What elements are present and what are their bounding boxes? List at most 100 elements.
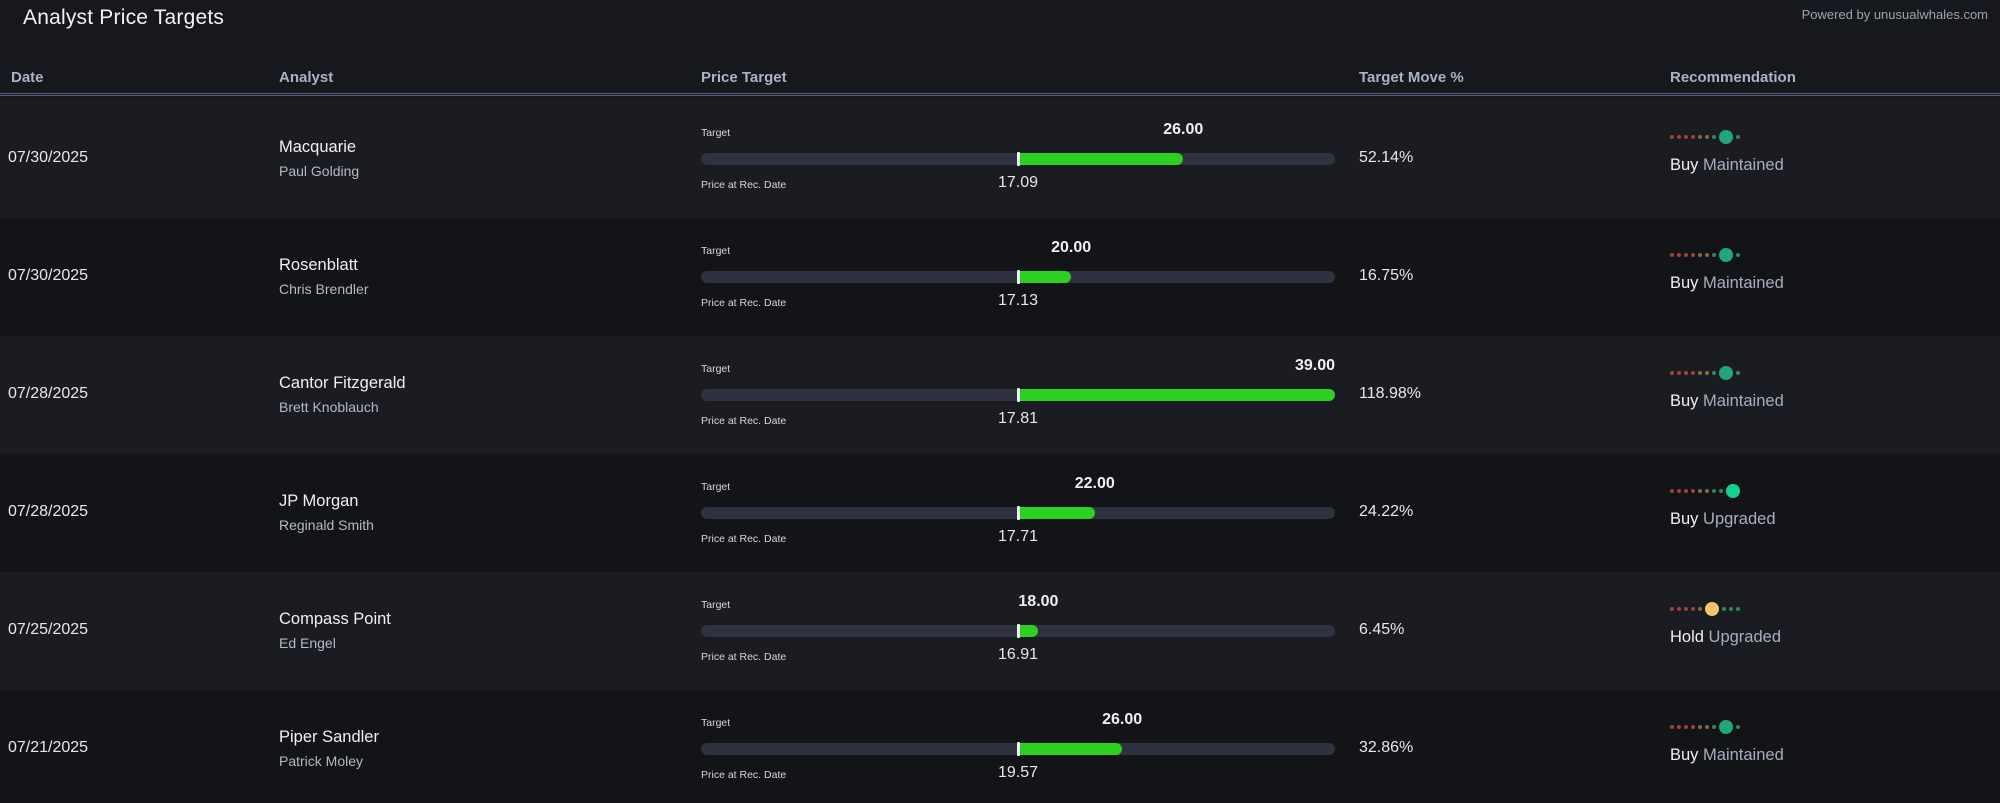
table-row[interactable]: 07/21/2025 Piper Sandler Patrick Moley T… bbox=[0, 690, 2000, 803]
rating-action: Maintained bbox=[1703, 392, 1784, 410]
rating-scale bbox=[1670, 365, 1743, 381]
price-at-rec-value: 17.81 bbox=[997, 410, 1039, 427]
recommendation-text: Buy Maintained bbox=[1670, 274, 1784, 293]
date-cell: 07/30/2025 bbox=[8, 149, 89, 166]
rating-scale-dot bbox=[1698, 135, 1702, 139]
rating-scale-dot bbox=[1691, 607, 1695, 611]
target-value: 26.00 bbox=[1163, 121, 1204, 138]
firm-name: JP Morgan bbox=[279, 492, 359, 510]
price-target-bar: Target 26.00 Price at Rec. Date 19.57 bbox=[701, 690, 1335, 803]
date-cell: 07/21/2025 bbox=[8, 739, 89, 756]
rating-scale-dot bbox=[1712, 725, 1716, 729]
column-header-recommendation[interactable]: Recommendation bbox=[1670, 69, 1796, 86]
rating-indicator-dot bbox=[1719, 720, 1733, 734]
rating-scale-dot bbox=[1677, 489, 1681, 493]
rating-scale-dot bbox=[1677, 607, 1681, 611]
rating-scale-dot bbox=[1677, 371, 1681, 375]
table-header: Date Analyst Price Target Target Move % … bbox=[0, 60, 2000, 96]
analyst-name: Patrick Moley bbox=[279, 753, 364, 769]
rating-scale bbox=[1670, 129, 1743, 145]
target-move-cell: 16.75% bbox=[1359, 267, 1414, 284]
rating-action: Maintained bbox=[1703, 274, 1784, 292]
rating-scale-dot bbox=[1670, 135, 1674, 139]
price-at-rec-label: Price at Rec. Date bbox=[701, 415, 787, 427]
table-row[interactable]: 07/25/2025 Compass Point Ed Engel Target… bbox=[0, 572, 2000, 690]
price-at-rec-label: Price at Rec. Date bbox=[701, 533, 787, 545]
table-row[interactable]: 07/30/2025 Macquarie Paul Golding Target… bbox=[0, 100, 2000, 218]
page-title: Analyst Price Targets bbox=[23, 6, 225, 29]
target-fill bbox=[1018, 153, 1184, 165]
rating-scale-dot bbox=[1670, 725, 1674, 729]
price-marker bbox=[1017, 152, 1020, 166]
target-move-cell: 52.14% bbox=[1359, 149, 1414, 166]
price-at-rec-label: Price at Rec. Date bbox=[701, 651, 787, 663]
recommendation-cell: Hold Upgraded bbox=[1670, 572, 1970, 690]
rating-scale-dot bbox=[1736, 253, 1740, 257]
table-row[interactable]: 07/28/2025 Cantor Fitzgerald Brett Knobl… bbox=[0, 336, 2000, 454]
rating-label: Hold bbox=[1670, 628, 1704, 646]
recommendation-cell: Buy Maintained bbox=[1670, 336, 1970, 454]
price-at-rec-label: Price at Rec. Date bbox=[701, 769, 787, 781]
rating-action: Upgraded bbox=[1708, 628, 1782, 646]
recommendation-cell: Buy Maintained bbox=[1670, 100, 1970, 218]
table-row[interactable]: 07/30/2025 Rosenblatt Chris Brendler Tar… bbox=[0, 218, 2000, 336]
target-fill bbox=[1018, 507, 1095, 519]
rating-scale-dot bbox=[1684, 253, 1688, 257]
price-target-bar: Target 20.00 Price at Rec. Date 17.13 bbox=[701, 218, 1335, 336]
rating-scale-dot bbox=[1691, 371, 1695, 375]
recommendation-text: Buy Maintained bbox=[1670, 156, 1784, 175]
target-label: Target bbox=[701, 717, 731, 729]
price-at-rec-value: 17.09 bbox=[997, 174, 1039, 191]
target-fill bbox=[1018, 743, 1123, 755]
target-fill bbox=[1018, 389, 1335, 401]
rating-scale bbox=[1670, 247, 1743, 263]
column-header-price-target[interactable]: Price Target bbox=[701, 69, 787, 86]
rating-scale-dot bbox=[1712, 253, 1716, 257]
rating-scale-dot bbox=[1729, 607, 1733, 611]
price-at-rec-value: 17.13 bbox=[997, 292, 1039, 309]
column-header-analyst[interactable]: Analyst bbox=[279, 69, 334, 86]
rating-label: Buy bbox=[1670, 510, 1699, 528]
target-label: Target bbox=[701, 245, 731, 257]
price-at-rec-value: 19.57 bbox=[997, 764, 1039, 781]
rating-scale-dot bbox=[1670, 607, 1674, 611]
price-at-rec-label: Price at Rec. Date bbox=[701, 179, 787, 191]
price-at-rec-label: Price at Rec. Date bbox=[701, 297, 787, 309]
rating-scale-dot bbox=[1736, 725, 1740, 729]
price-marker bbox=[1017, 506, 1020, 520]
rating-scale-dot bbox=[1712, 489, 1716, 493]
rating-scale-dot bbox=[1712, 135, 1716, 139]
powered-by-link[interactable]: Powered by unusualwhales.com bbox=[1801, 7, 1988, 22]
price-at-rec-value: 17.71 bbox=[997, 528, 1039, 545]
rating-scale-dot bbox=[1684, 725, 1688, 729]
rating-scale-dot bbox=[1705, 489, 1709, 493]
target-value: 18.00 bbox=[1018, 593, 1059, 610]
rating-label: Buy bbox=[1670, 746, 1699, 764]
price-target-bar: Target 39.00 Price at Rec. Date 17.81 bbox=[701, 336, 1335, 454]
rating-scale bbox=[1670, 601, 1743, 617]
rating-scale-dot bbox=[1691, 489, 1695, 493]
column-header-target-move[interactable]: Target Move % bbox=[1359, 69, 1464, 86]
rating-scale-dot bbox=[1677, 253, 1681, 257]
recommendation-text: Buy Maintained bbox=[1670, 746, 1784, 765]
price-marker bbox=[1017, 742, 1020, 756]
target-fill bbox=[1018, 271, 1072, 283]
target-value: 20.00 bbox=[1051, 239, 1092, 256]
table-body: 07/30/2025 Macquarie Paul Golding Target… bbox=[0, 100, 2000, 803]
price-target-bar: Target 26.00 Price at Rec. Date 17.09 bbox=[701, 100, 1335, 218]
rating-scale-dot bbox=[1736, 607, 1740, 611]
date-cell: 07/28/2025 bbox=[8, 385, 89, 402]
rating-scale-dot bbox=[1736, 371, 1740, 375]
table-row[interactable]: 07/28/2025 JP Morgan Reginald Smith Targ… bbox=[0, 454, 2000, 572]
date-cell: 07/30/2025 bbox=[8, 267, 89, 284]
price-target-bar: Target 22.00 Price at Rec. Date 17.71 bbox=[701, 454, 1335, 572]
rating-scale-dot bbox=[1705, 135, 1709, 139]
column-header-date[interactable]: Date bbox=[11, 69, 44, 86]
rating-scale-dot bbox=[1719, 489, 1723, 493]
analyst-name: Brett Knoblauch bbox=[279, 399, 379, 415]
recommendation-cell: Buy Maintained bbox=[1670, 690, 1970, 803]
rating-scale bbox=[1670, 719, 1743, 735]
recommendation-text: Buy Maintained bbox=[1670, 392, 1784, 411]
rating-scale-dot bbox=[1705, 725, 1709, 729]
